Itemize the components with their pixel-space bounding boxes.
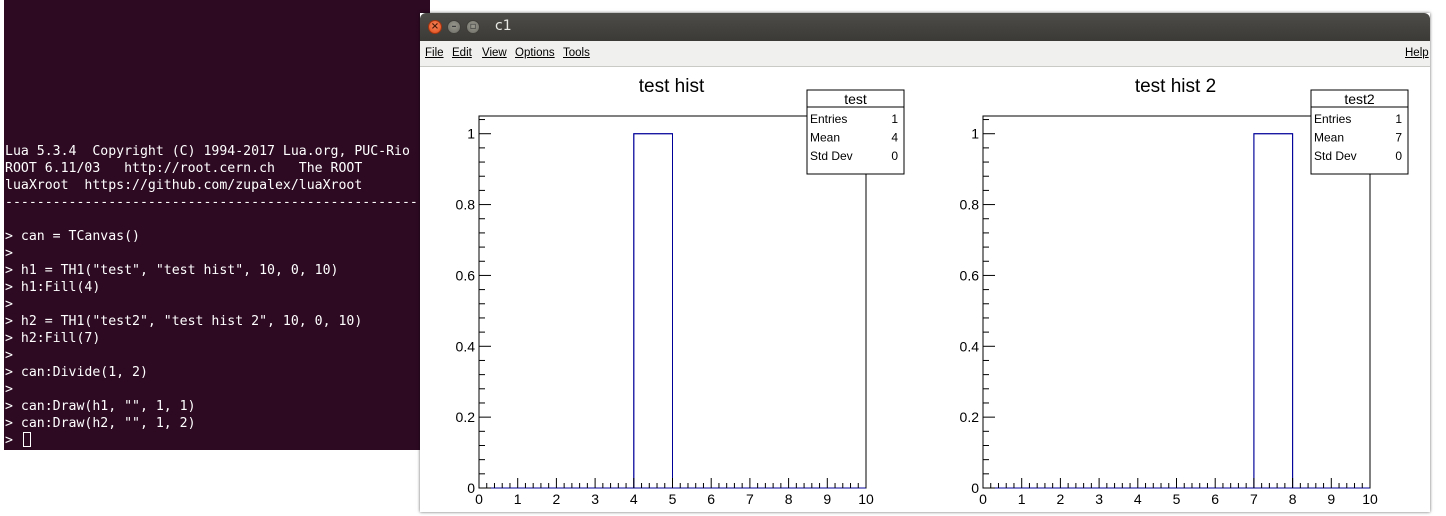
terminal-line: > can:Divide(1, 2): [5, 365, 148, 380]
histogram-bar: [1253, 133, 1294, 489]
x-tick-label: 1: [1018, 491, 1026, 507]
x-tick-label: 0: [475, 491, 483, 507]
stats-value: 1: [891, 112, 898, 126]
terminal-line: >: [5, 297, 13, 312]
x-tick-label: 6: [707, 491, 715, 507]
y-tick-label: 1: [971, 126, 979, 142]
y-tick-label: 0.2: [456, 409, 476, 425]
stats-label: Mean: [1314, 131, 1344, 145]
stats-name: test: [844, 91, 867, 107]
y-tick-label: 0: [467, 480, 475, 496]
x-tick-label: 5: [669, 491, 677, 507]
x-tick-label: 3: [591, 491, 599, 507]
x-tick-label: 9: [1327, 491, 1335, 507]
root-canvas-window[interactable]: × – ▫ c1 File Edit View Options Tools He…: [420, 13, 1430, 512]
x-tick-label: 8: [785, 491, 793, 507]
terminal-line: ROOT 6.11/03 http://root.cern.ch The ROO…: [5, 161, 363, 176]
window-titlebar[interactable]: × – ▫ c1: [420, 13, 1430, 41]
stats-box: [1310, 89, 1409, 175]
x-tick-label: 10: [858, 491, 874, 507]
x-tick-label: 6: [1211, 491, 1219, 507]
terminal-line: > h1 = TH1("test", "test hist", 10, 0, 1…: [5, 263, 339, 278]
terminal-window[interactable]: Lua 5.3.4 Copyright (C) 1994-2017 Lua.or…: [0, 0, 430, 450]
stats-value: 7: [1395, 131, 1402, 145]
terminal-line: > h2:Fill(7): [5, 331, 101, 346]
x-tick-label: 9: [823, 491, 831, 507]
stats-label: Entries: [810, 112, 847, 126]
histogram-bar: [633, 133, 674, 489]
x-tick-label: 0: [979, 491, 987, 507]
terminal-cursor: [22, 432, 31, 447]
minimize-button[interactable]: –: [447, 20, 461, 34]
y-tick-label: 0.6: [456, 267, 476, 283]
close-button[interactable]: ×: [428, 20, 442, 34]
x-tick-label: 7: [1250, 491, 1258, 507]
chart-title: test hist 2: [1135, 76, 1216, 97]
y-tick-label: 0.6: [960, 267, 980, 283]
terminal-line: luaXroot https://github.com/zupalex/luaX…: [5, 178, 363, 193]
terminal-line: > can:Draw(h2, "", 1, 2): [5, 416, 196, 431]
window-title: c1: [495, 18, 512, 34]
x-tick-label: 2: [553, 491, 561, 507]
terminal-line: > can:Draw(h1, "", 1, 1): [5, 399, 196, 414]
x-tick-label: 2: [1057, 491, 1065, 507]
menu-view[interactable]: View: [482, 47, 507, 59]
x-tick-label: 7: [746, 491, 754, 507]
maximize-button[interactable]: ▫: [466, 20, 480, 34]
y-tick-label: 0.8: [960, 197, 980, 213]
root-canvas[interactable]: test hist 0 1 2 3 4 5 6 7 8 9 10 0 0.2 0.4 0.6 0.8 1 test E…: [420, 67, 1430, 512]
y-tick-label: 0.8: [456, 197, 476, 213]
x-tick-label: 3: [1095, 491, 1103, 507]
y-tick-label: 1: [467, 126, 475, 142]
stats-name: test2: [1344, 91, 1375, 107]
terminal-line: >: [5, 246, 13, 261]
menu-bar: File Edit View Options Tools Help: [420, 41, 1430, 67]
terminal-line: Lua 5.3.4 Copyright (C) 1994-2017 Lua.or…: [5, 144, 410, 159]
terminal-left-edge: [0, 0, 4, 450]
stats-box: [806, 89, 905, 175]
stats-value: 0: [891, 149, 898, 163]
chart-title: test hist: [639, 76, 705, 97]
menu-tools[interactable]: Tools: [563, 47, 590, 59]
stats-value: 0: [1395, 149, 1402, 163]
menu-options[interactable]: Options: [515, 47, 555, 59]
x-tick-label: 8: [1289, 491, 1297, 507]
menu-help[interactable]: Help: [1405, 47, 1429, 59]
y-tick-label: 0.4: [456, 338, 476, 354]
stats-label: Entries: [1314, 112, 1351, 126]
y-tick-label: 0: [971, 480, 979, 496]
stats-label: Mean: [810, 131, 840, 145]
terminal-prompt: >: [5, 433, 21, 448]
stats-label: Std Dev: [1314, 149, 1357, 163]
x-tick-label: 10: [1362, 491, 1378, 507]
x-tick-label: 4: [1134, 491, 1142, 507]
x-tick-label: 4: [630, 491, 638, 507]
histogram-pad-2: test hist 20 1 2 3 4 5 6 7 8 9 1000.20.40.60.81tes…: [960, 76, 1409, 507]
stats-label: Std Dev: [810, 149, 853, 163]
stats-value: 1: [1395, 112, 1402, 126]
terminal-prompt-line[interactable]: >: [5, 432, 31, 449]
terminal-line: > h2 = TH1("test2", "test hist 2", 10, 0…: [5, 314, 363, 329]
y-tick-label: 0.2: [960, 409, 980, 425]
histogram-line: [983, 133, 1370, 489]
terminal-line: >: [5, 382, 13, 397]
x-tick-label: 5: [1173, 491, 1181, 507]
x-tick-label: 1: [514, 491, 522, 507]
menu-file[interactable]: File: [425, 47, 444, 59]
terminal-separator: ----------------------------------------…: [5, 195, 430, 210]
terminal-line: >: [5, 348, 13, 363]
terminal-line: > h1:Fill(4): [5, 280, 101, 295]
y-tick-label: 0.4: [960, 338, 980, 354]
terminal-line: > can = TCanvas(): [5, 229, 140, 244]
stats-value: 4: [891, 131, 898, 145]
menu-edit[interactable]: Edit: [452, 47, 472, 59]
